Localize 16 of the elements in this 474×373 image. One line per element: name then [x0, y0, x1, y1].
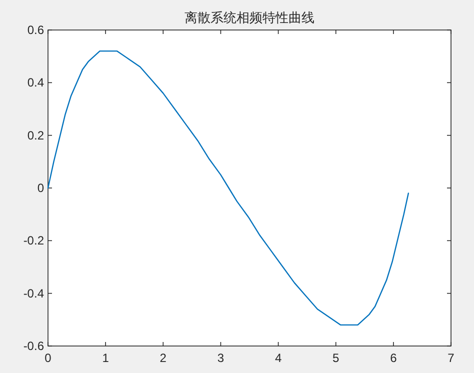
y-tick-label: -0.2 — [23, 234, 44, 248]
x-tick-label: 7 — [448, 351, 455, 365]
x-tick-label: 4 — [274, 351, 282, 365]
y-tick-label: -0.6 — [23, 339, 44, 353]
y-tick-label: 0.2 — [27, 128, 44, 142]
y-tick-label: 0.6 — [27, 23, 44, 37]
y-tick-label: 0.4 — [27, 76, 44, 90]
x-tick-label: 6 — [390, 351, 398, 365]
x-tick-label: 5 — [332, 351, 340, 365]
y-tick-label: 0 — [37, 181, 44, 195]
line-series — [47, 50, 409, 326]
x-tick-label: 1 — [102, 351, 110, 365]
x-tick-label: 3 — [217, 351, 224, 365]
y-tick-label: -0.4 — [23, 286, 44, 300]
x-tick-label: 2 — [160, 351, 167, 365]
chart-title: 离散系统相频特性曲线 — [184, 10, 314, 25]
